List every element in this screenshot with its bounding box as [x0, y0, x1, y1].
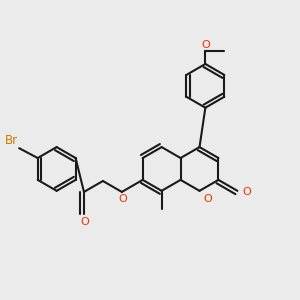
Text: O: O [80, 217, 89, 227]
Text: Br: Br [4, 134, 18, 147]
Text: O: O [243, 187, 251, 197]
Text: O: O [203, 194, 212, 204]
Text: O: O [201, 40, 210, 50]
Text: O: O [118, 194, 127, 204]
